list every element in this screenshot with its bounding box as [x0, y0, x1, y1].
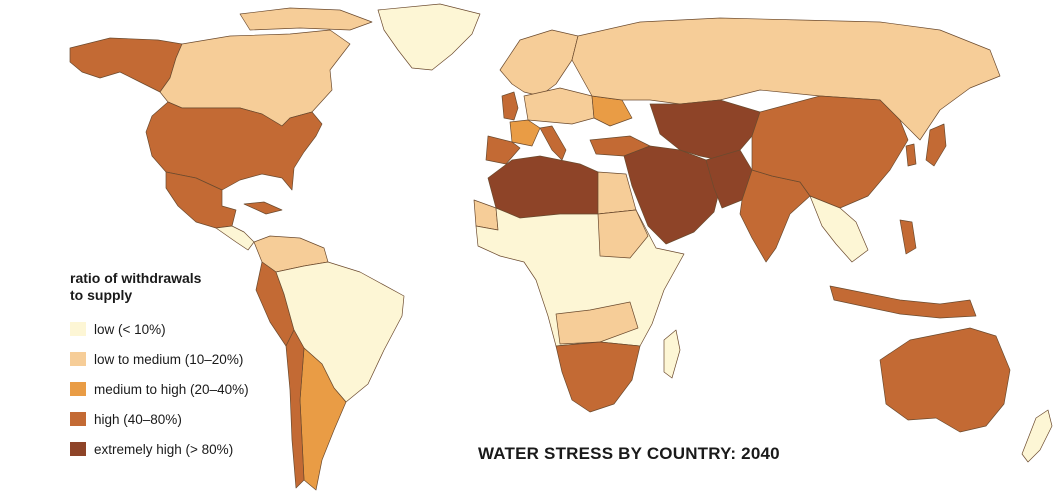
- southern-africa: [555, 341, 641, 413]
- southeast-asia: [809, 195, 869, 263]
- spain: [485, 135, 521, 165]
- legend-item-medium-to-high: medium to high (20–40%): [70, 374, 330, 404]
- legend-title-line-2: to supply: [70, 287, 133, 303]
- united-kingdom: [501, 91, 519, 121]
- france: [509, 119, 541, 147]
- legend-label: low to medium (10–20%): [94, 351, 244, 367]
- legend-swatch: [70, 352, 86, 366]
- japan: [925, 123, 947, 167]
- legend-item-high: high (40–80%): [70, 404, 330, 434]
- legend-label: extremely high (> 80%): [94, 441, 234, 457]
- india: [739, 169, 811, 263]
- legend-swatch: [70, 412, 86, 426]
- korea: [905, 143, 917, 167]
- legend-swatch: [70, 322, 86, 336]
- new-zealand: [1021, 409, 1053, 463]
- legend-label: low (< 10%): [94, 321, 166, 337]
- united-states: [145, 101, 323, 191]
- philippines: [899, 219, 917, 255]
- mauritania: [473, 199, 499, 231]
- alaska: [69, 37, 183, 93]
- ukraine: [591, 95, 633, 127]
- russia: [571, 17, 1001, 141]
- chile: [285, 329, 305, 489]
- legend-item-low-to-medium: low to medium (10–20%): [70, 344, 330, 374]
- map-title: WATER STRESS BY COUNTRY: 2040: [478, 444, 780, 463]
- canadian-arctic-islands: [239, 7, 373, 31]
- cuba: [243, 201, 283, 215]
- legend-label: high (40–80%): [94, 411, 182, 427]
- italy: [539, 125, 567, 161]
- legend-title: ratio of withdrawals to supply: [70, 270, 330, 304]
- angola-zambia: [555, 301, 639, 345]
- scandinavia: [499, 29, 579, 97]
- legend-label: medium to high (20–40%): [94, 381, 249, 397]
- legend-swatch: [70, 442, 86, 456]
- indonesia: [829, 285, 977, 319]
- legend: ratio of withdrawals to supply low (< 10…: [70, 270, 330, 464]
- greenland: [377, 3, 481, 71]
- central-europe: [523, 87, 595, 125]
- legend-swatch: [70, 382, 86, 396]
- central-america: [215, 225, 255, 251]
- legend-item-extremely-high: extremely high (> 80%): [70, 434, 330, 464]
- middle-east: [623, 145, 721, 245]
- madagascar: [663, 329, 681, 379]
- sudan: [597, 209, 649, 259]
- china: [751, 95, 909, 209]
- north-africa: [487, 155, 599, 219]
- australia: [879, 327, 1011, 433]
- legend-item-low: low (< 10%): [70, 314, 330, 344]
- legend-title-line-1: ratio of withdrawals: [70, 270, 202, 286]
